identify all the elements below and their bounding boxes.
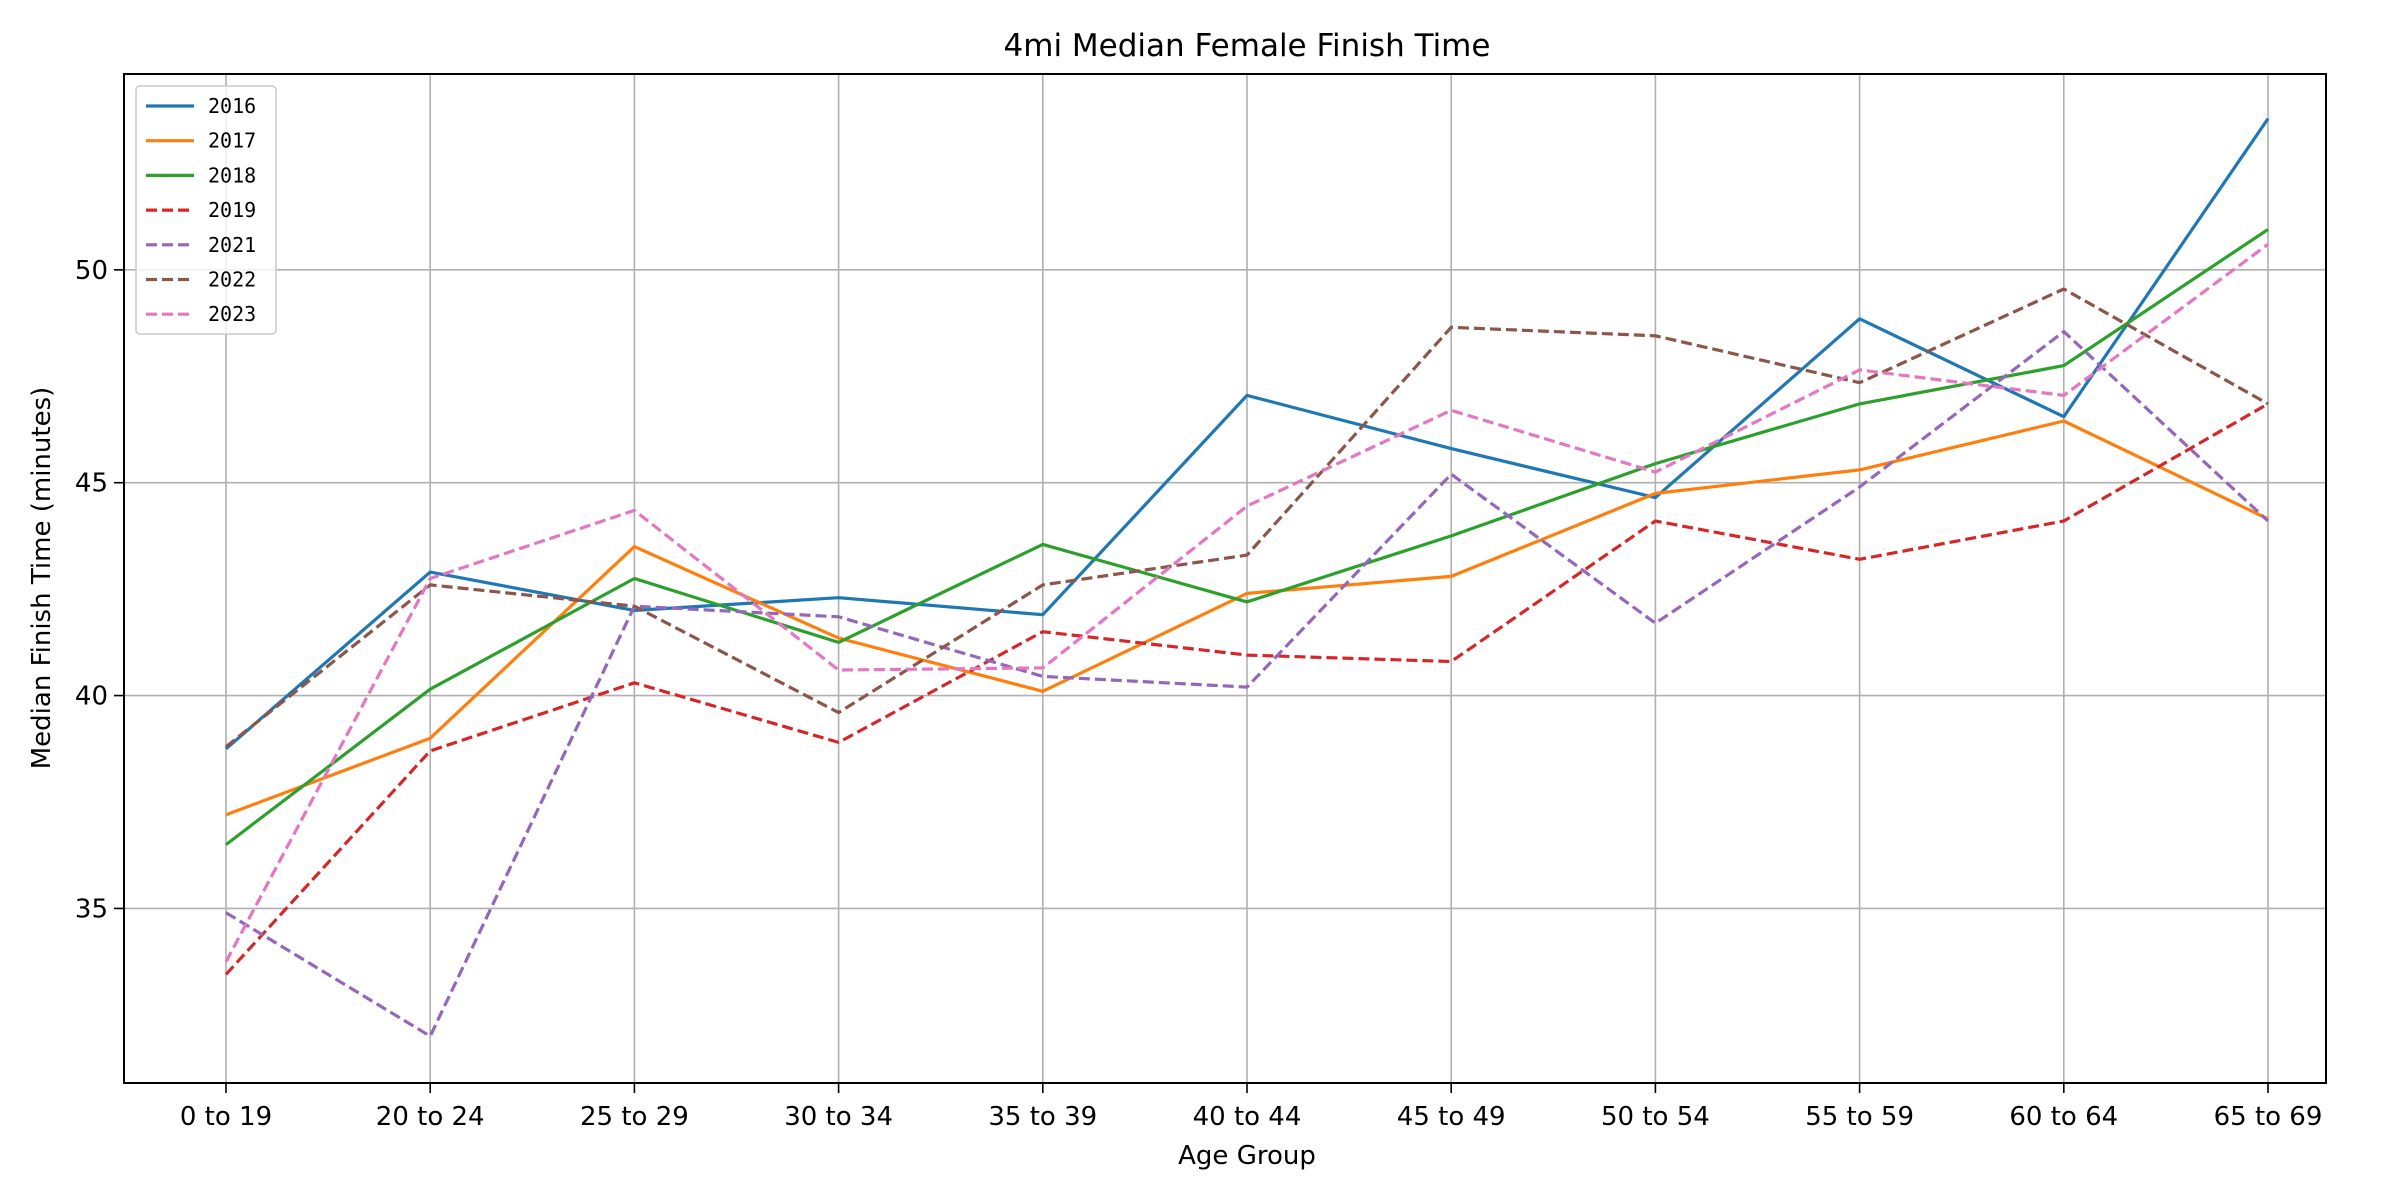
plot-frame <box>123 73 2327 1084</box>
x-tick-label: 0 to 19 <box>180 1102 272 1132</box>
grid-lines <box>124 74 2326 1083</box>
series-line-2021 <box>225 330 2270 1038</box>
y-axis-ticks: 35 40 45 50 <box>75 256 124 924</box>
legend: 2016 2017 2018 2019 2021 2022 2023 <box>135 85 277 335</box>
series-line-2022 <box>225 287 2269 748</box>
legend-label: 2017 <box>208 129 256 153</box>
series-line-2017 <box>225 419 2269 817</box>
x-tick-label: 20 to 24 <box>376 1102 485 1132</box>
series-line-2018 <box>225 228 2269 846</box>
legend-label: 2022 <box>208 268 256 292</box>
x-tick-label: 60 to 64 <box>2009 1102 2118 1132</box>
x-axis-ticks: 0 to 19 20 to 24 25 to 29 30 to 34 35 to 39 4… <box>180 1083 2323 1132</box>
series-line-2023 <box>224 243 2269 963</box>
y-tick-label: 40 <box>75 682 108 712</box>
x-tick-label: 65 to 69 <box>2214 1102 2323 1132</box>
x-tick-label: 30 to 34 <box>784 1102 893 1132</box>
legend-label: 2019 <box>208 198 256 222</box>
legend-box <box>135 85 277 335</box>
legend-label: 2016 <box>208 94 256 118</box>
y-tick-label: 35 <box>75 894 108 924</box>
x-tick-label: 40 to 44 <box>1193 1102 1302 1132</box>
x-tick-label: 35 to 39 <box>988 1102 1097 1132</box>
x-tick-label: 45 to 49 <box>1397 1102 1506 1132</box>
y-axis-label: Median Finish Time (minutes) <box>27 387 57 770</box>
x-tick-label: 55 to 59 <box>1805 1102 1914 1132</box>
legend-label: 2023 <box>208 302 256 326</box>
legend-label: 2018 <box>208 163 256 187</box>
x-tick-label: 50 to 54 <box>1601 1102 1710 1132</box>
y-tick-label: 50 <box>75 256 108 286</box>
series-lines <box>224 117 2270 1038</box>
chart-title: 4mi Median Female Finish Time <box>1004 28 1491 64</box>
legend-label: 2021 <box>208 233 256 257</box>
x-axis-label: Age Group <box>1178 1141 1316 1171</box>
y-tick-label: 45 <box>75 469 108 499</box>
series-line-2019 <box>224 402 2269 976</box>
x-tick-label: 25 to 29 <box>580 1102 689 1132</box>
